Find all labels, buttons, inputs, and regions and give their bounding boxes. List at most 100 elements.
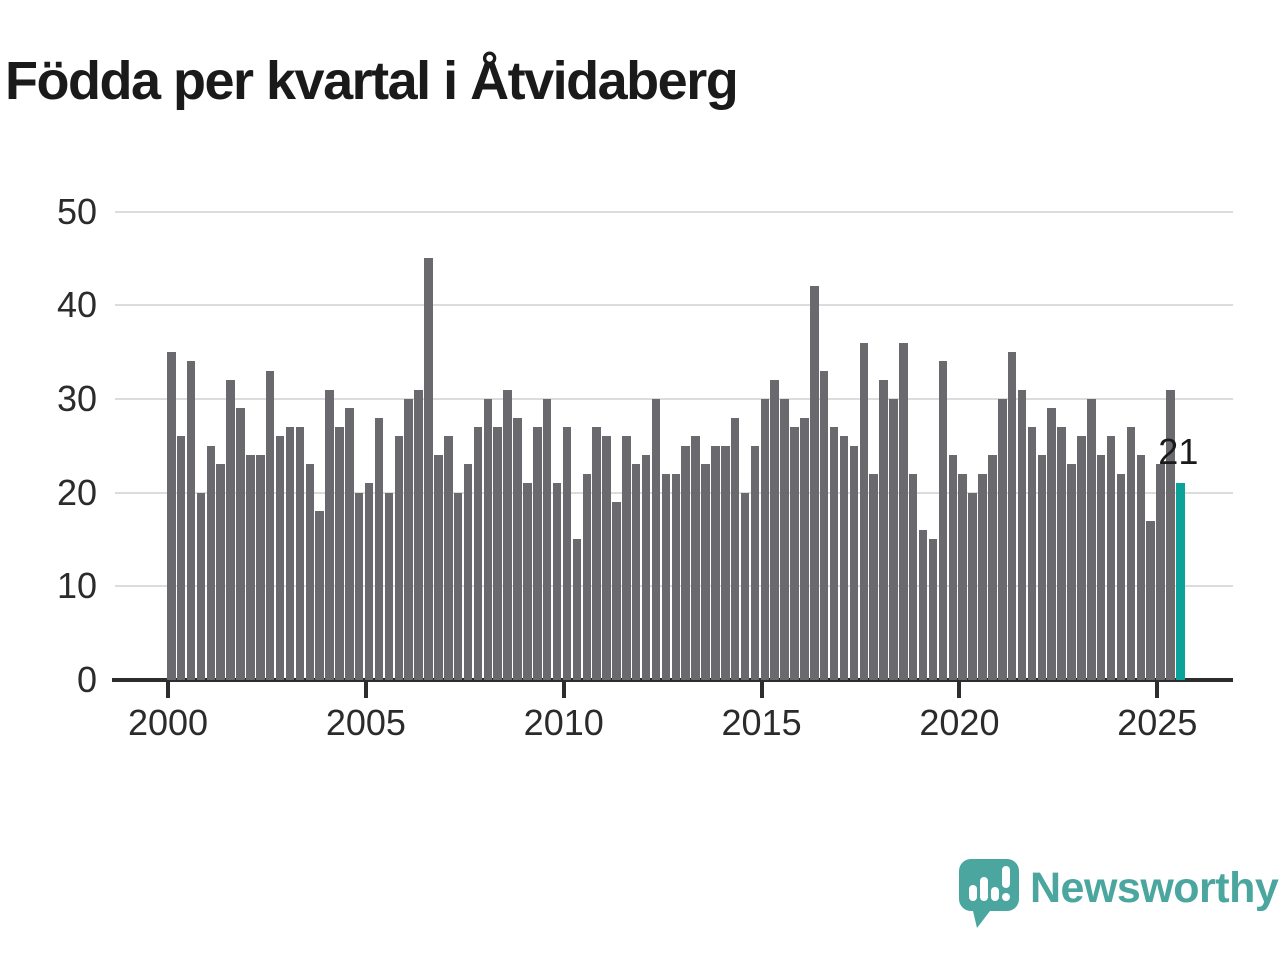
gridline-40 [115, 304, 1233, 307]
highlight-value-label: 21 [1158, 431, 1199, 473]
bar [265, 371, 275, 680]
bar [988, 455, 997, 680]
bar [1116, 474, 1126, 680]
bar [453, 493, 463, 680]
bar [701, 464, 710, 680]
x-axis-tick-2005 [363, 682, 368, 698]
bar [671, 474, 681, 680]
bar [1166, 390, 1175, 680]
bar [345, 408, 354, 680]
bar [612, 502, 621, 680]
bar [711, 446, 720, 680]
bar [542, 399, 552, 680]
bar [503, 390, 512, 680]
bar [256, 455, 265, 680]
bar [335, 427, 344, 680]
bar [1047, 408, 1056, 680]
bar [622, 436, 631, 680]
bar [444, 436, 453, 680]
bar [869, 474, 878, 680]
bar [641, 455, 651, 680]
bar [325, 390, 334, 680]
bar [839, 436, 849, 680]
bar [206, 446, 216, 680]
bar [730, 418, 740, 680]
newsworthy-chart-bubble-icon [959, 859, 1019, 928]
bar [364, 483, 374, 680]
x-axis-label-2020: 2020 [919, 702, 1000, 743]
x-axis-label-2025: 2025 [1117, 702, 1198, 743]
bar [760, 399, 770, 680]
bar [651, 399, 661, 680]
bar [899, 343, 908, 680]
gridline-30 [115, 397, 1233, 400]
chart-title: Födda per kvartal i Åtvidaberg [5, 51, 739, 111]
x-axis-tick-2010 [561, 682, 566, 698]
bar [1126, 427, 1136, 680]
bar [246, 455, 255, 680]
bar [1077, 436, 1086, 680]
bar [473, 427, 483, 680]
x-axis-tick-2015 [759, 682, 764, 698]
newsworthy-logo: Newsworthy [958, 858, 1279, 930]
bar [572, 539, 582, 680]
bar [978, 474, 987, 680]
bar [552, 483, 562, 680]
bar [374, 418, 384, 680]
y-axis-label-20: 20 [56, 471, 97, 513]
x-axis-label-2015: 2015 [721, 702, 802, 743]
bar [1156, 464, 1165, 680]
bar [602, 436, 611, 680]
bar [523, 483, 532, 680]
bar [592, 427, 601, 680]
bar [631, 464, 641, 680]
bar [216, 464, 225, 680]
bar [493, 427, 502, 680]
x-axis-tick-2020 [957, 682, 962, 698]
bar [790, 427, 799, 680]
x-axis-tick-2000 [166, 682, 170, 698]
bar [948, 455, 958, 680]
bar [681, 446, 690, 680]
y-axis-label-10: 10 [56, 565, 97, 607]
bar [740, 493, 750, 680]
highlighted-bar [1176, 483, 1185, 680]
bar [780, 399, 789, 680]
bar [770, 380, 779, 680]
bar [483, 399, 493, 680]
bar [998, 399, 1007, 680]
bar [1027, 427, 1037, 680]
y-axis-label-30: 30 [56, 377, 97, 419]
bar [513, 418, 522, 680]
bar [1007, 352, 1017, 680]
bar [721, 446, 730, 680]
bar [849, 446, 859, 680]
bar [810, 286, 819, 680]
x-axis-label-2000: 2000 [127, 702, 209, 743]
y-axis-label-50: 50 [56, 190, 97, 232]
bar [305, 464, 314, 680]
bar [533, 427, 542, 680]
bar [394, 436, 404, 680]
bar [196, 493, 206, 680]
bar [167, 352, 176, 680]
bar [384, 493, 394, 680]
x-axis-tick-2025 [1155, 682, 1160, 698]
bar [928, 539, 938, 680]
bar [1136, 455, 1145, 680]
y-axis-label-40: 40 [56, 284, 97, 326]
bar [800, 418, 809, 680]
x-axis-label-2005: 2005 [325, 702, 406, 743]
bar [1096, 455, 1106, 680]
bar [285, 427, 295, 680]
bar [582, 474, 591, 680]
bar [176, 436, 186, 680]
bar [295, 427, 305, 680]
bar [750, 446, 760, 680]
bar [968, 493, 977, 680]
bar [661, 474, 671, 680]
bar [1017, 390, 1027, 680]
bar [275, 436, 285, 680]
bar [908, 474, 918, 680]
